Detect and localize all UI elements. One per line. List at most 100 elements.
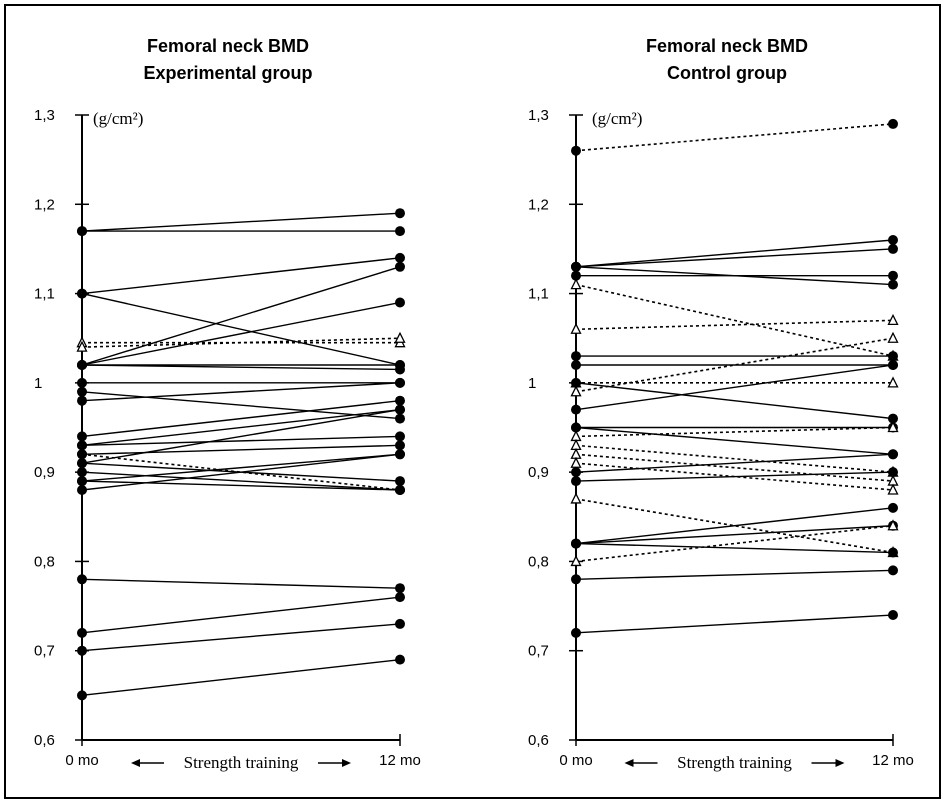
- series-line-12: [571, 360, 898, 415]
- series-line-20: [571, 449, 898, 478]
- data-point-triangle: [570, 492, 582, 504]
- y-tick-label: 1,1: [34, 286, 55, 303]
- series-line-26: [77, 592, 405, 638]
- x-tick-label: 12 mo: [872, 752, 914, 769]
- data-point-triangle: [570, 322, 582, 334]
- data-point: [571, 574, 581, 585]
- data-point: [395, 208, 405, 219]
- data-point: [571, 145, 581, 156]
- data-point: [395, 476, 405, 487]
- data-point: [888, 467, 898, 478]
- data-point: [571, 270, 581, 281]
- data-point: [395, 485, 405, 495]
- y-tick-label: 0,7: [528, 643, 549, 660]
- data-point: [77, 288, 87, 299]
- y-tick-label: 1,1: [528, 286, 549, 303]
- data-point: [77, 449, 87, 460]
- data-point: [888, 502, 898, 513]
- data-point: [77, 645, 87, 656]
- y-tick-label: 0,8: [34, 553, 55, 570]
- unit-label: (g/cm²): [592, 109, 642, 128]
- data-point: [571, 351, 581, 362]
- series-line-4: [77, 288, 405, 370]
- data-point: [571, 627, 581, 638]
- data-point: [395, 261, 405, 272]
- series-line-14: [77, 395, 405, 442]
- x-axis-label: Strength training: [677, 753, 792, 772]
- chart-subtitle: Experimental group: [143, 63, 312, 83]
- y-tick-label: 1: [34, 375, 42, 392]
- data-point: [571, 377, 581, 388]
- data-point: [395, 395, 405, 406]
- series-line-6: [570, 278, 899, 361]
- data-point: [571, 467, 581, 478]
- figure-frame: [4, 4, 941, 799]
- series-line-27: [77, 618, 405, 656]
- y-tick-label: 1,3: [34, 107, 55, 124]
- data-point-triangle: [570, 385, 582, 397]
- arrow-left-icon: [131, 759, 164, 767]
- y-tick-label: 0,9: [528, 464, 549, 481]
- series-line-6: [77, 297, 405, 370]
- data-point: [395, 404, 405, 415]
- series-line-8: [76, 331, 406, 352]
- data-point-triangle: [570, 554, 582, 567]
- series-line-15: [570, 421, 899, 442]
- data-point: [571, 476, 581, 487]
- data-point: [571, 404, 581, 415]
- chart-title: Femoral neck BMD: [646, 36, 808, 56]
- data-point: [888, 360, 898, 370]
- series-line-28: [77, 654, 405, 701]
- series-line-23: [77, 449, 405, 495]
- data-point: [888, 565, 898, 576]
- series-line-26: [570, 519, 899, 567]
- series-line-10: [77, 360, 405, 375]
- y-tick-label: 0,7: [34, 643, 55, 660]
- panel-control: Femoral neck BMD Control group (g/cm²) 0,6 0…: [528, 36, 914, 772]
- data-point: [77, 431, 87, 442]
- series-line-1: [77, 208, 405, 237]
- series-line-25: [571, 538, 898, 558]
- series-line-11: [570, 376, 899, 388]
- data-point: [395, 226, 405, 237]
- series-line-2: [77, 226, 405, 237]
- series-line-7: [570, 313, 899, 334]
- series-line-13: [77, 386, 405, 424]
- data-point: [888, 235, 898, 245]
- data-point: [77, 377, 87, 388]
- data-point: [395, 377, 405, 388]
- data-point: [571, 261, 581, 272]
- series-line-3: [571, 243, 898, 272]
- panel-experimental: Femoral neck BMD Experimental group (g/cm²…: [34, 36, 421, 772]
- series-line-21: [571, 467, 898, 487]
- data-point: [571, 422, 581, 433]
- x-tick-label: 0 mo: [65, 752, 98, 769]
- y-tick-label: 1: [528, 375, 536, 392]
- data-point: [395, 449, 405, 460]
- series-line-9: [571, 360, 898, 370]
- series-line-11: [77, 377, 405, 388]
- data-point: [77, 690, 87, 701]
- y-tick-label: 0,8: [528, 553, 549, 570]
- data-point-triangle: [570, 456, 582, 468]
- arrow-right-icon: [811, 759, 845, 767]
- data-point: [571, 360, 581, 370]
- series-line-2: [571, 235, 898, 272]
- series-line-25: [77, 574, 405, 594]
- unit-label: (g/cm²): [93, 109, 143, 128]
- data-point: [395, 592, 405, 603]
- y-tick-label: 1,2: [528, 196, 549, 213]
- data-point: [77, 627, 87, 638]
- y-tick-label: 1,2: [34, 196, 55, 213]
- data-point: [395, 364, 405, 375]
- chart-subtitle: Control group: [667, 63, 787, 83]
- series-line-28: [571, 610, 898, 638]
- data-point-triangle: [76, 340, 88, 352]
- series-line-5: [571, 261, 898, 290]
- data-point: [77, 476, 87, 487]
- data-point: [888, 449, 898, 460]
- series-line-13: [571, 377, 898, 424]
- data-point: [888, 547, 898, 558]
- series-line-1: [571, 118, 898, 156]
